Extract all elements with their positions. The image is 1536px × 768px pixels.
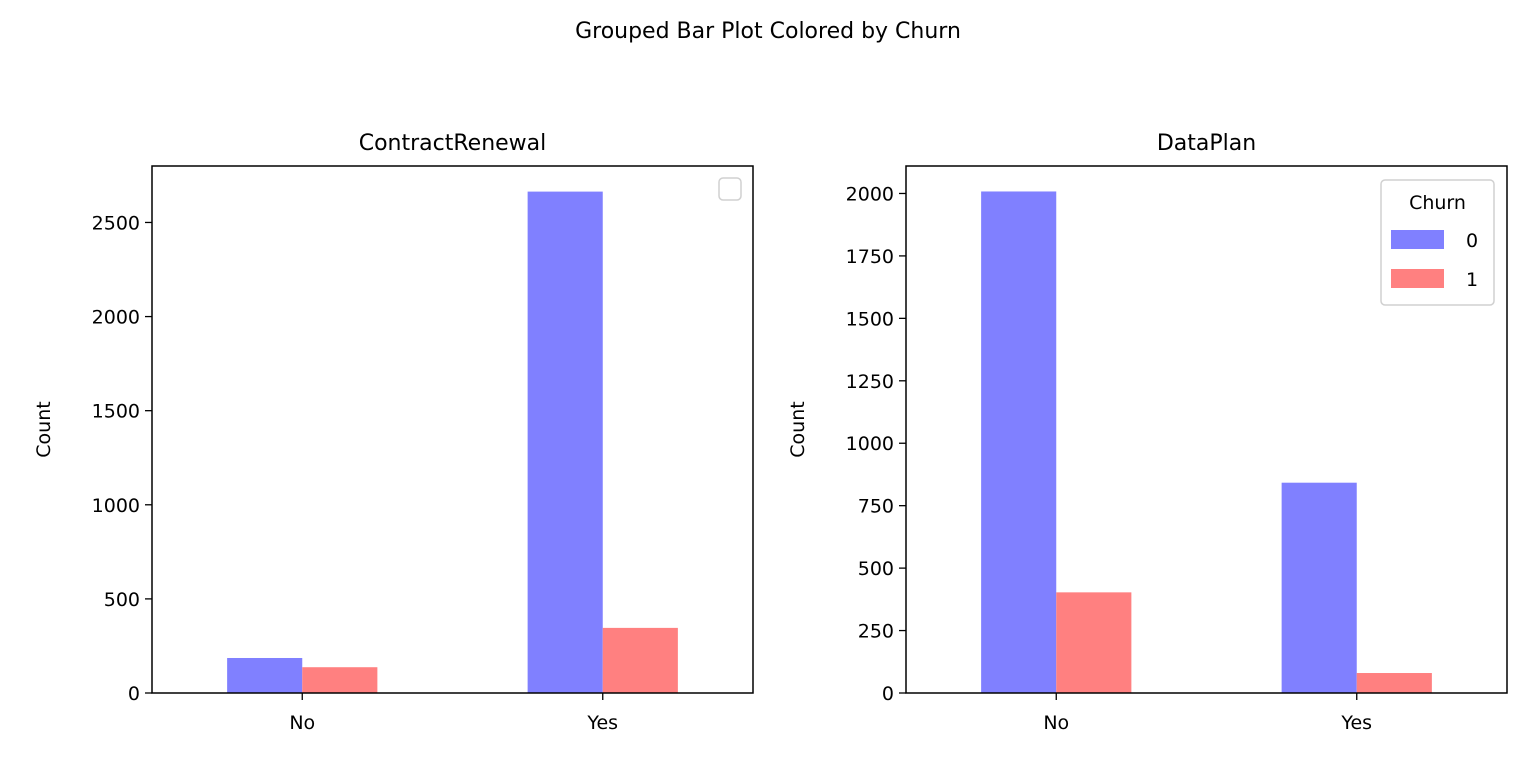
plot-frame <box>151 165 754 694</box>
bar-series1-no <box>1056 592 1132 693</box>
x-tick-label: Yes <box>586 712 618 734</box>
y-tick-label: 0 <box>882 683 894 705</box>
legend-entry-0: 0 <box>1466 230 1478 252</box>
y-tick-label: 1500 <box>846 308 894 330</box>
y-tick-label: 500 <box>858 558 894 580</box>
bar-series0-no <box>227 657 303 693</box>
y-tick-label: 2000 <box>92 307 140 329</box>
bar-series1-no <box>302 667 378 693</box>
subplot-contractrenewal: 0 500 1000 1500 2000 2500 No Yes ContractRenewal… <box>33 131 754 734</box>
y-tick-label: 1000 <box>92 495 140 517</box>
legend-title: Churn <box>1409 192 1466 214</box>
y-tick-label: 1000 <box>846 433 894 455</box>
bar-series1-yes <box>602 627 678 693</box>
y-tick-label: 500 <box>104 589 140 611</box>
y-tick-label: 2000 <box>846 183 894 205</box>
bar-series0-yes <box>527 191 603 693</box>
y-axis-label: Count <box>787 401 809 457</box>
y-axis-label: Count <box>33 401 55 457</box>
legend-swatch-1 <box>1391 269 1444 288</box>
x-tick-label: Yes <box>1340 712 1372 734</box>
y-tick-label: 1250 <box>846 371 894 393</box>
legend-swatch-0 <box>1391 230 1444 249</box>
x-tick-label: No <box>1043 712 1069 734</box>
y-tick-label: 1750 <box>846 246 894 268</box>
bar-series0-yes <box>1281 482 1357 693</box>
bar-series0-no <box>981 191 1057 693</box>
plot-frame <box>905 165 1508 694</box>
subplot-title: DataPlan <box>1157 131 1256 156</box>
y-tick-label: 750 <box>858 496 894 518</box>
y-tick-label: 2500 <box>92 212 140 234</box>
y-tick-label: 0 <box>128 683 140 705</box>
bar-series1-yes <box>1356 673 1432 693</box>
y-tick-label: 1500 <box>92 401 140 423</box>
subplot-title: ContractRenewal <box>359 131 547 156</box>
subplot-dataplan: 0 250 500 750 1000 1250 1500 1750 2000 No Yes DataP… <box>787 131 1508 734</box>
legend-entry-1: 1 <box>1466 269 1478 291</box>
legend-empty <box>718 177 742 201</box>
y-tick-label: 250 <box>858 621 894 643</box>
x-tick-label: No <box>289 712 315 734</box>
figure-title: Grouped Bar Plot Colored by Churn <box>575 19 961 44</box>
